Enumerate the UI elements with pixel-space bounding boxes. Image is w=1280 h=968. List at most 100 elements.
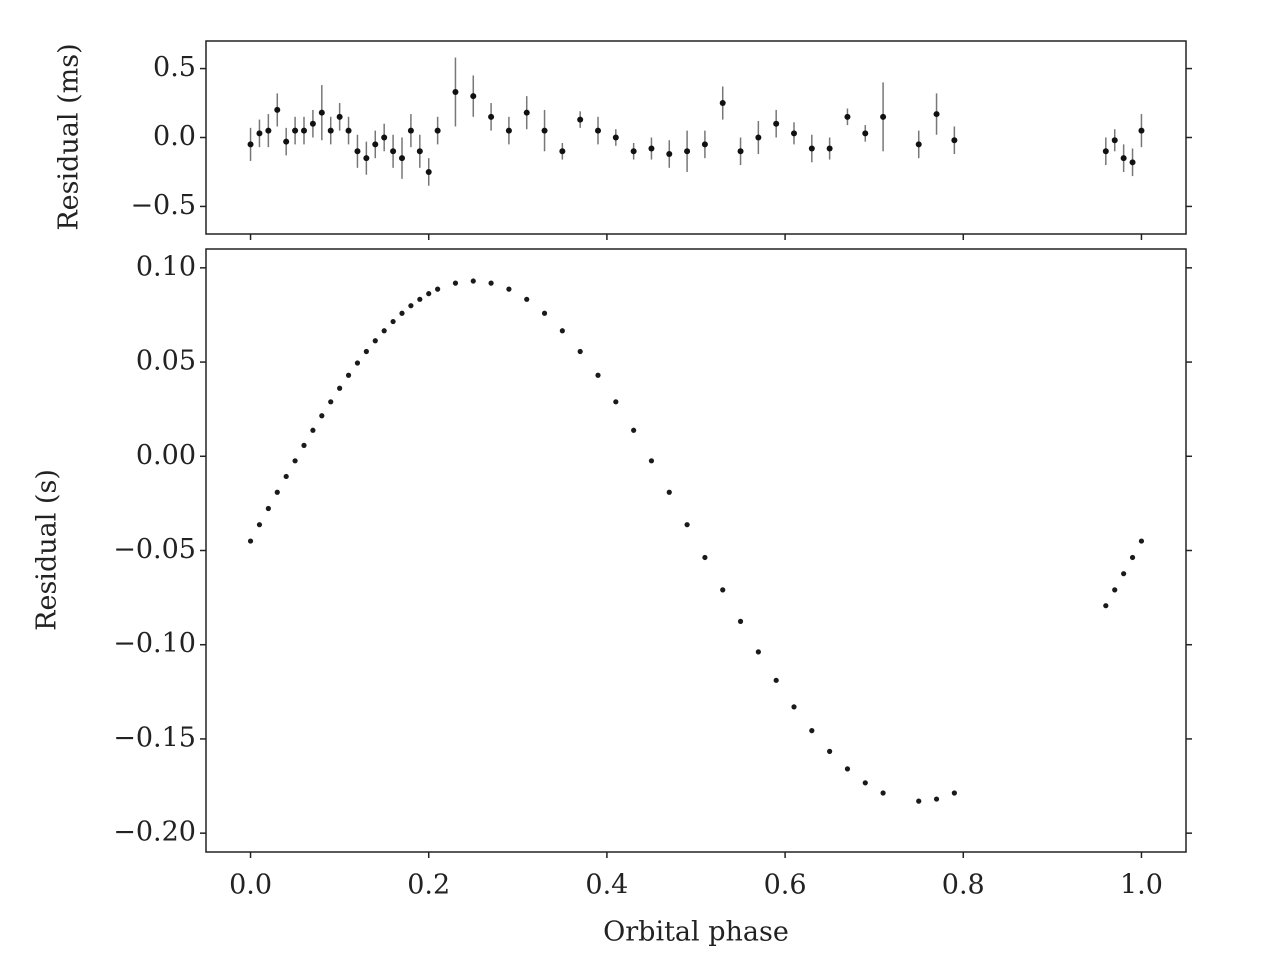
point — [354, 148, 361, 155]
point — [808, 145, 815, 152]
point — [426, 291, 432, 297]
point — [1103, 603, 1109, 609]
point — [559, 148, 566, 155]
y-tick-label: 0.10 — [136, 251, 196, 282]
point — [951, 137, 958, 144]
point — [292, 458, 298, 464]
point — [524, 296, 530, 302]
point — [274, 489, 280, 495]
point — [1102, 148, 1109, 155]
point — [337, 385, 343, 391]
point — [666, 151, 673, 158]
point — [809, 728, 815, 734]
point — [506, 286, 512, 292]
x-label: Orbital phase — [603, 917, 789, 948]
point — [336, 113, 343, 120]
point — [435, 286, 441, 292]
point — [541, 310, 548, 316]
point — [301, 127, 307, 134]
x-tick-label: 0.6 — [764, 870, 807, 901]
point — [595, 372, 601, 378]
point — [684, 522, 690, 528]
point — [916, 798, 922, 804]
point — [399, 155, 405, 162]
point — [577, 116, 584, 123]
point — [309, 120, 316, 127]
point — [631, 427, 637, 433]
point — [256, 130, 263, 137]
point — [702, 554, 708, 561]
point — [773, 120, 780, 127]
point — [345, 372, 352, 378]
point — [470, 278, 476, 284]
point — [283, 473, 289, 480]
point — [773, 677, 779, 683]
point — [880, 790, 886, 796]
top-frame — [205, 40, 1187, 235]
point — [577, 348, 583, 355]
point — [737, 618, 744, 624]
point — [407, 127, 414, 134]
y-tick-label: −0.05 — [113, 534, 196, 565]
y-tick-label: −0.20 — [113, 817, 196, 848]
point — [247, 538, 254, 544]
point — [505, 127, 512, 134]
x-tick-label: 0.8 — [942, 870, 985, 901]
point — [425, 168, 432, 175]
point — [301, 442, 307, 448]
point — [247, 141, 254, 148]
point — [292, 127, 299, 134]
point — [318, 109, 325, 116]
point — [470, 93, 477, 100]
point — [319, 413, 325, 419]
y-tick-label: 0.00 — [136, 440, 196, 471]
point — [390, 318, 396, 325]
bottom-frame — [205, 248, 1187, 853]
point — [595, 127, 601, 134]
point — [372, 141, 379, 148]
point — [523, 109, 530, 116]
point — [827, 748, 833, 754]
point — [488, 280, 494, 286]
point — [1138, 127, 1145, 134]
point — [408, 303, 414, 309]
point — [381, 134, 388, 141]
point — [399, 310, 405, 316]
point — [1121, 571, 1127, 577]
point — [844, 113, 851, 120]
point — [755, 649, 761, 655]
point — [363, 348, 369, 355]
point — [862, 130, 869, 137]
point — [684, 148, 691, 155]
point — [559, 328, 565, 334]
point — [630, 148, 637, 155]
point — [488, 113, 495, 120]
point — [1138, 538, 1145, 544]
point — [256, 522, 263, 528]
point — [791, 704, 797, 710]
point — [327, 127, 334, 134]
point — [933, 796, 940, 802]
point — [701, 141, 708, 148]
x-tick-label: 0.0 — [229, 870, 272, 901]
point — [310, 427, 316, 433]
y-tick-label: −0.10 — [113, 628, 196, 659]
point — [933, 111, 940, 118]
point — [862, 780, 868, 786]
point — [1112, 587, 1118, 593]
point — [737, 148, 744, 155]
point — [265, 127, 272, 134]
point — [452, 89, 459, 96]
point — [613, 399, 619, 405]
point — [363, 155, 370, 162]
point — [755, 134, 762, 141]
x-tick-label: 0.2 — [407, 870, 450, 901]
point — [666, 489, 672, 495]
point — [1120, 155, 1127, 162]
point — [434, 127, 441, 134]
point — [951, 790, 957, 796]
point — [283, 138, 290, 145]
point — [1129, 554, 1136, 561]
point — [648, 145, 655, 152]
point — [452, 280, 459, 286]
